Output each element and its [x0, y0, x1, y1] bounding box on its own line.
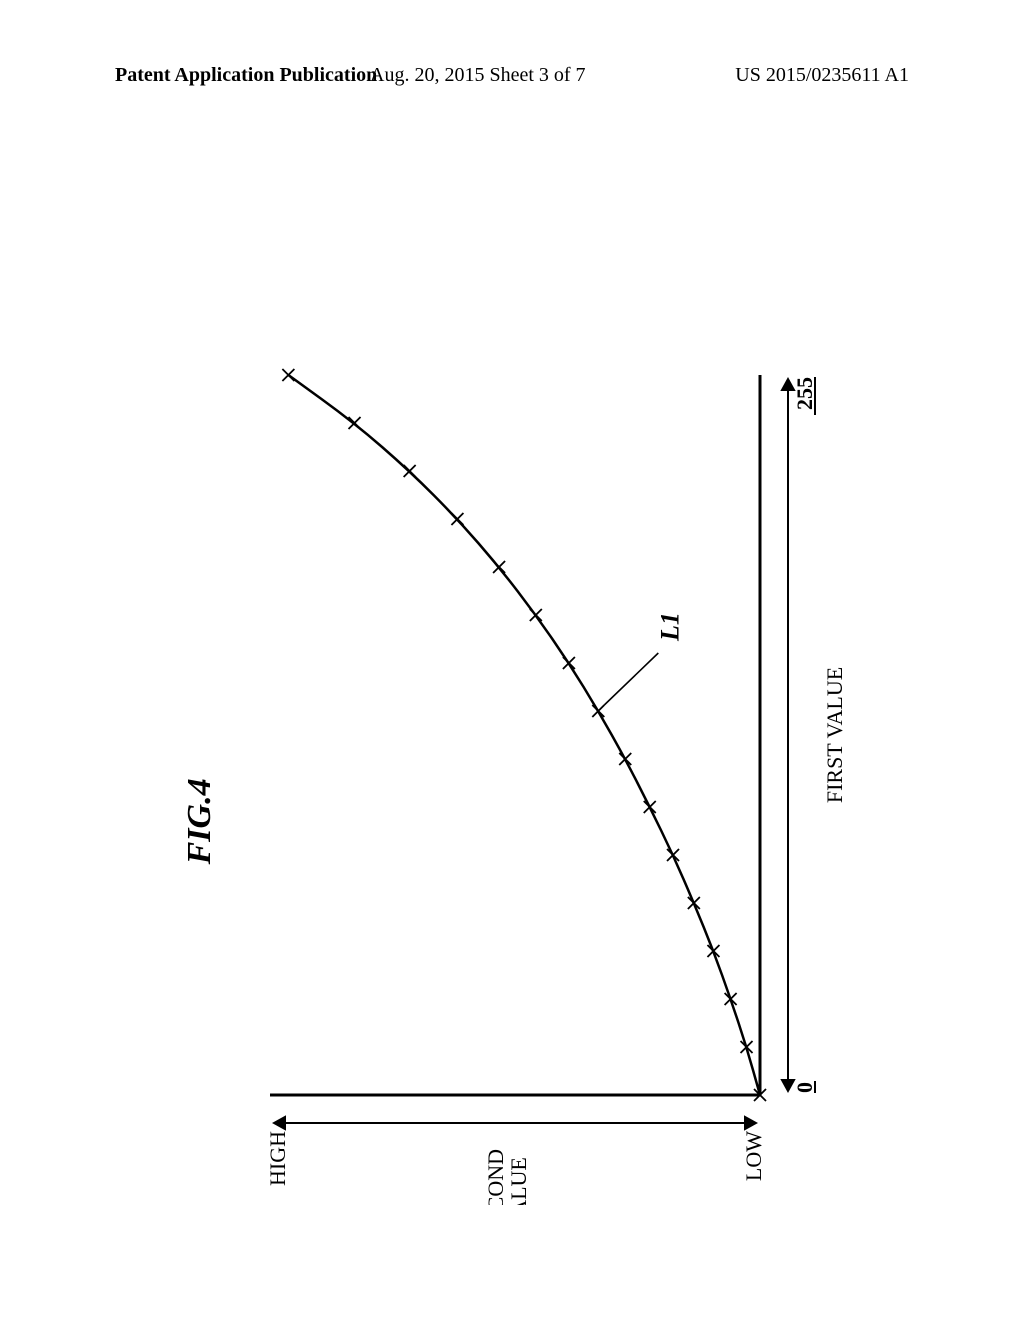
svg-text:L1: L1: [655, 612, 684, 642]
curve-marker: [530, 609, 542, 621]
curve-marker: [667, 849, 679, 861]
curve-marker: [619, 753, 631, 765]
curve-marker: [644, 801, 656, 813]
curve-marker: [493, 561, 505, 573]
curve-marker: [592, 705, 604, 717]
curve-marker: [563, 657, 575, 669]
header-doc-number: US 2015/0235611 A1: [735, 64, 909, 87]
svg-text:SECONDVALUE: SECONDVALUE: [483, 1149, 531, 1205]
header-date-sheet: Aug. 20, 2015 Sheet 3 of 7: [370, 64, 586, 87]
figure-4: 0 255 FIRST VALUE HIGH LOW SECONDVALUE L1 FIG.4: [115, 155, 915, 1205]
curve-marker: [688, 897, 700, 909]
svg-text:FIRST VALUE: FIRST VALUE: [822, 667, 847, 803]
curve-marker: [282, 369, 294, 381]
curve-marker: [451, 513, 463, 525]
svg-text:LOW: LOW: [741, 1131, 766, 1181]
svg-text:HIGH: HIGH: [265, 1131, 290, 1186]
curve-marker: [404, 465, 416, 477]
curve-l1: [288, 375, 760, 1095]
svg-text:0: 0: [792, 1082, 817, 1093]
figure-title: FIG.4: [181, 778, 218, 865]
page: Patent Application Publication Aug. 20, …: [0, 0, 1024, 1320]
svg-text:255: 255: [792, 377, 817, 410]
curve-marker: [349, 417, 361, 429]
header-pub-type: Patent Application Publication: [115, 64, 377, 87]
